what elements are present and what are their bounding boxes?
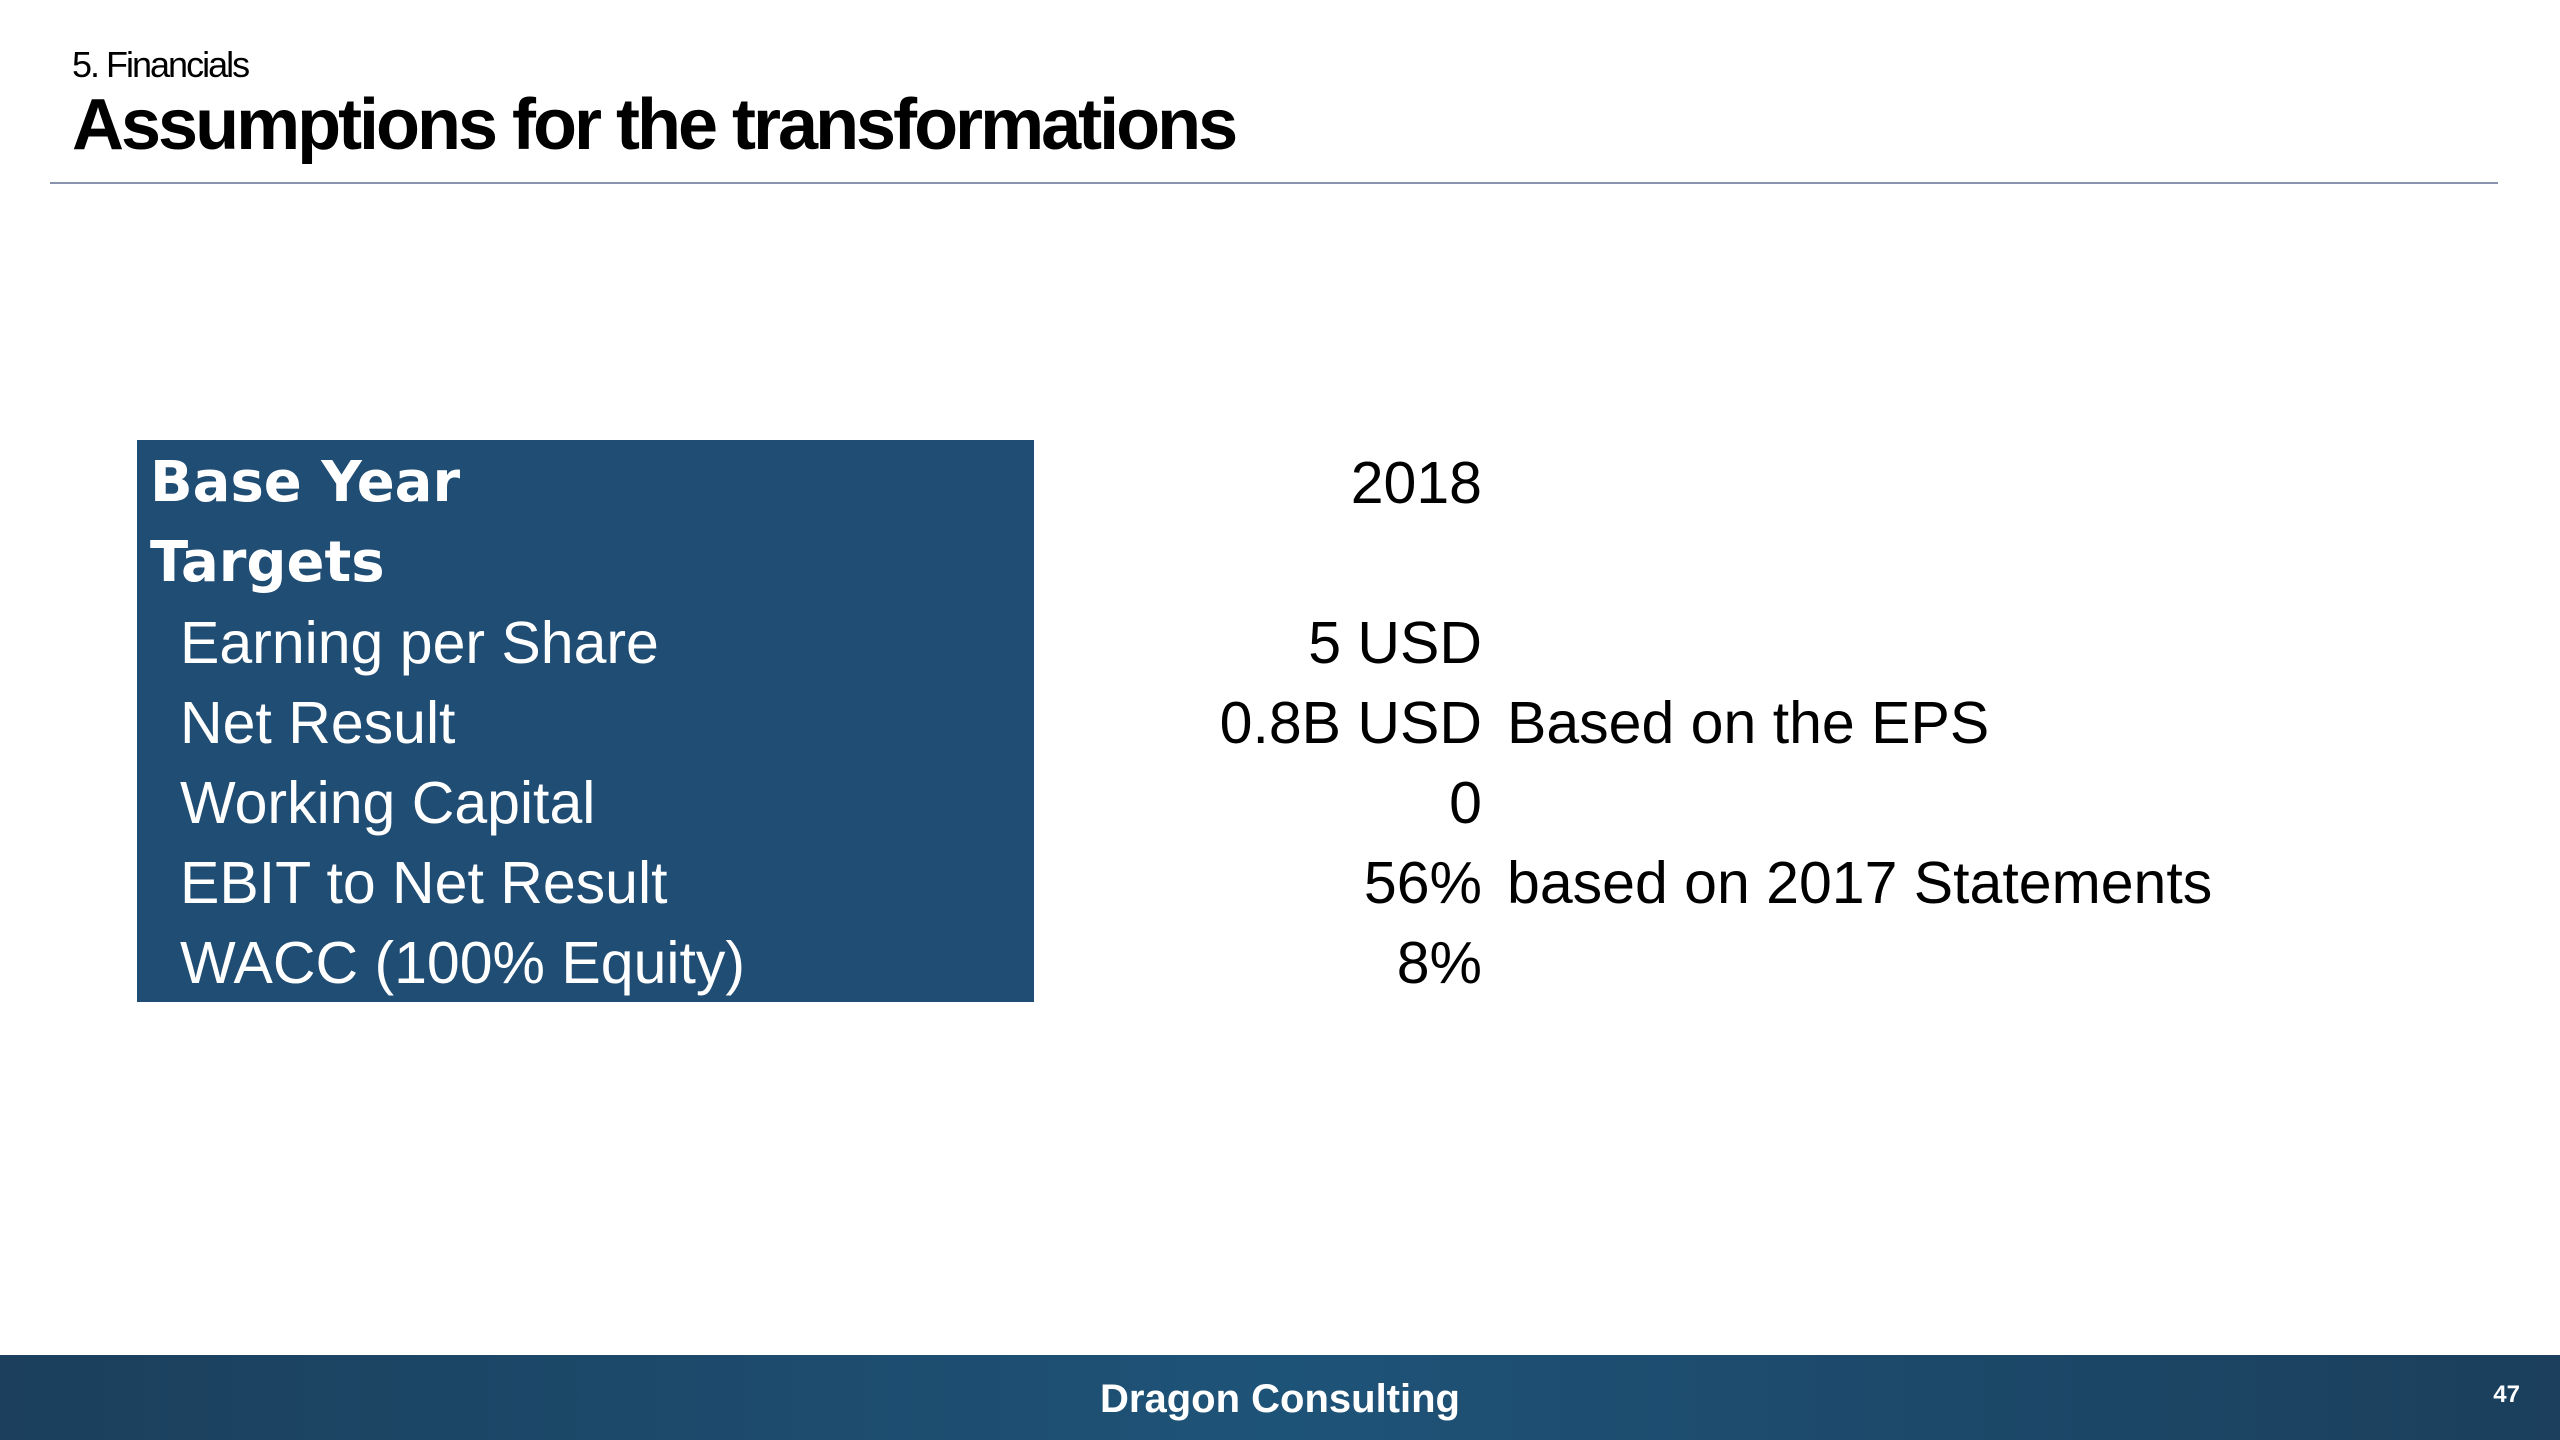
assumption-row-wacc: WACC (100% Equity) 8% (0, 923, 2560, 1003)
page-number: 47 (2493, 1381, 2520, 1408)
assumption-label: EBIT to Net Result (180, 850, 668, 916)
assumption-value: 5 USD (1308, 610, 1482, 676)
footer-brand: Dragon Consulting (1100, 1377, 1460, 1421)
assumption-label: WACC (100% Equity) (180, 930, 746, 996)
assumption-note: based on 2017 Statements (1507, 850, 2213, 916)
assumption-note: Based on the EPS (1507, 690, 1990, 756)
assumption-label: Net Result (180, 690, 456, 756)
assumption-value: 0.8B USD (1219, 690, 1482, 756)
footer-bar: Dragon Consulting 47 (0, 1355, 2560, 1440)
assumption-row-eps: Earning per Share 5 USD (0, 603, 2560, 683)
assumption-row-ebit-to-net-result: EBIT to Net Result 56% based on 2017 Sta… (0, 843, 2560, 923)
assumption-value: 8% (1396, 930, 1482, 996)
assumption-value: 56% (1363, 850, 1482, 916)
assumption-label: Earning per Share (180, 610, 659, 676)
assumption-row-net-result: Net Result 0.8B USD Based on the EPS (0, 683, 2560, 763)
assumption-row-working-capital: Working Capital 0 (0, 763, 2560, 843)
assumption-label: Base Year (150, 450, 461, 515)
slide-title: Assumptions for the transformations (72, 85, 1238, 165)
assumption-label: Targets (150, 530, 385, 595)
assumption-label: Working Capital (180, 770, 596, 836)
section-label: 5. Financials (72, 44, 250, 85)
assumption-value: 2018 (1350, 450, 1482, 516)
assumption-label-panel (137, 440, 1034, 1002)
assumption-row-targets: Targets (0, 523, 2560, 603)
assumption-value: 0 (1449, 770, 1482, 836)
title-divider (50, 182, 2498, 184)
assumption-row-base-year: Base Year 2018 (0, 443, 2560, 523)
